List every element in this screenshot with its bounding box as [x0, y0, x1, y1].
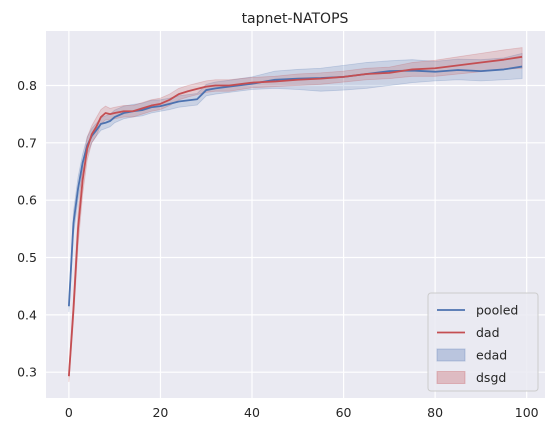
- dsgd-band: [68, 47, 523, 382]
- tick-labels: 0 20 40 60 80 100 0.3 0.4 0.5 0.6 0.7 0.8: [17, 78, 539, 420]
- legend-band-swatch: [436, 371, 466, 384]
- x-tick-label: 20: [152, 405, 168, 420]
- legend-label: pooled: [476, 303, 518, 318]
- confidence-bands: [68, 47, 523, 382]
- y-tick-label: 0.8: [17, 78, 37, 93]
- pooled-line: [67, 65, 523, 307]
- x-tick-label: 40: [244, 405, 260, 420]
- legend-band-swatch: [436, 348, 466, 362]
- y-tick-label: 0.7: [17, 135, 37, 150]
- legend-label: dsgd: [476, 370, 506, 385]
- grid-lines: [46, 31, 545, 398]
- x-tick-label: 60: [336, 405, 352, 420]
- chart-title: tapnet-NATOPS: [242, 11, 349, 27]
- y-tick-label: 0.6: [17, 193, 37, 208]
- y-tick-label: 0.3: [17, 365, 37, 380]
- y-tick-label: 0.4: [17, 307, 37, 322]
- legend: pooled dad edad dsgd: [427, 292, 539, 392]
- edad-band: [68, 52, 523, 313]
- legend-box: [427, 292, 539, 392]
- x-tick-label: 0: [65, 405, 73, 420]
- series-lines: [67, 55, 523, 377]
- dad-line: [67, 55, 523, 377]
- legend-label: edad: [476, 348, 507, 363]
- legend-label: dad: [476, 325, 500, 340]
- x-tick-label: 100: [515, 405, 539, 420]
- y-tick-label: 0.5: [17, 250, 37, 265]
- x-tick-label: 80: [427, 405, 443, 420]
